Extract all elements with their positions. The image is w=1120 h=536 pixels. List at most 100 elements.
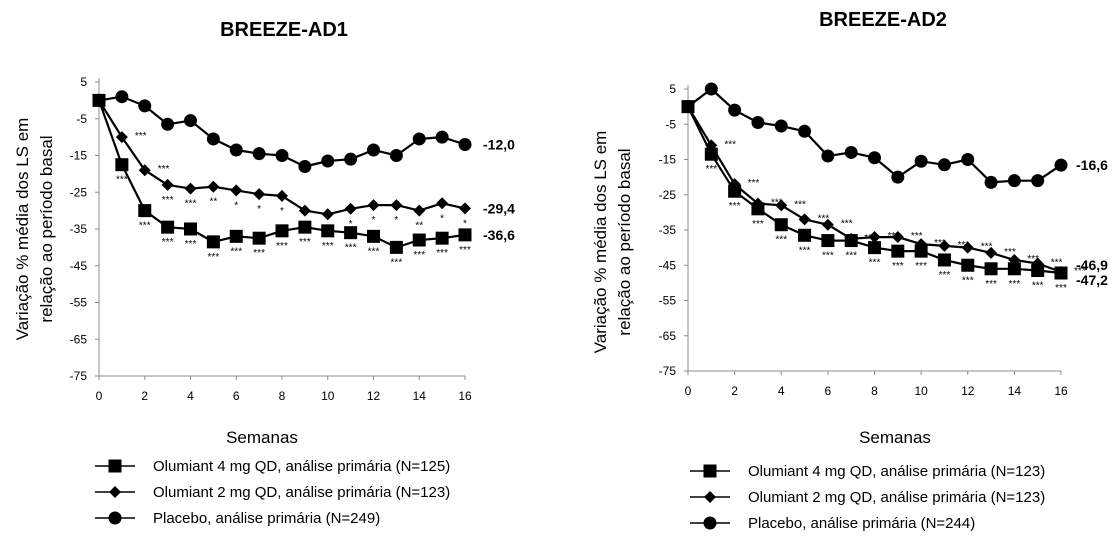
significance-label: *** <box>794 199 806 210</box>
legend-entry: Olumiant 4 mg QD, análise primária (N=12… <box>153 458 450 475</box>
x-tick-label: 2 <box>731 384 738 398</box>
data-point <box>961 241 974 254</box>
y-tick-label: -15 <box>70 149 88 163</box>
significance-label: *** <box>1032 281 1044 292</box>
data-point <box>184 182 197 195</box>
data-point <box>161 117 175 131</box>
data-point <box>161 178 174 191</box>
data-point <box>321 224 335 238</box>
data-point <box>138 204 152 218</box>
data-point <box>728 103 742 117</box>
significance-label: *** <box>162 237 174 248</box>
x-tick-label: 10 <box>321 389 335 403</box>
y-tick-label: -5 <box>76 112 87 126</box>
y-tick-label: -5 <box>665 117 676 131</box>
data-point <box>821 234 835 248</box>
significance-label: *** <box>345 243 357 254</box>
y-axis-label: Variação % média dos LS em <box>13 118 32 341</box>
data-point <box>161 220 175 234</box>
significance-label: *** <box>729 201 741 212</box>
significance-label: *** <box>1004 247 1016 258</box>
legend-entry: Placebo, análise primária (N=249) <box>153 510 380 527</box>
data-point <box>435 130 449 144</box>
end-value-label: -16,6 <box>1076 157 1108 173</box>
x-tick-label: 6 <box>233 389 240 403</box>
data-point <box>115 90 129 104</box>
data-point <box>367 143 380 157</box>
data-point <box>1007 174 1021 188</box>
y-tick-label: -35 <box>70 222 88 236</box>
data-point <box>937 158 951 172</box>
data-point <box>1031 174 1045 188</box>
significance-label: * <box>440 213 444 224</box>
data-point <box>412 132 426 146</box>
legend-marker <box>704 491 716 503</box>
chart-title: BREEZE-AD2 <box>819 9 947 31</box>
data-point <box>389 149 403 162</box>
data-point <box>937 253 951 267</box>
significance-label: *** <box>911 231 923 242</box>
significance-label: *** <box>1051 257 1063 268</box>
significance-label: *** <box>116 175 128 186</box>
data-point <box>367 199 380 212</box>
data-point <box>436 197 449 210</box>
legend-marker <box>109 486 121 498</box>
series-circle: -16,6 <box>681 82 1108 189</box>
significance-label: *** <box>892 261 904 272</box>
significance-label: *** <box>135 131 147 142</box>
significance-label: * <box>257 204 261 215</box>
data-point <box>798 124 812 138</box>
chart-panel-1: BREEZE-AD1 Variação % média dos LS em rela… <box>13 19 515 527</box>
y-tick-label: -65 <box>659 329 677 343</box>
data-point <box>276 189 288 202</box>
data-point <box>252 231 266 245</box>
data-point <box>184 222 197 236</box>
data-point <box>230 184 243 197</box>
x-tick-label: 14 <box>1008 384 1022 398</box>
data-point <box>413 204 426 217</box>
y-tick-label: 5 <box>80 75 87 89</box>
significance-label: ** <box>209 197 217 208</box>
data-point <box>728 184 742 198</box>
x-tick-label: 14 <box>413 389 427 403</box>
series-line <box>687 87 1062 184</box>
significance-label: *** <box>705 164 717 175</box>
data-point <box>344 152 358 166</box>
significance-label: *** <box>158 164 170 175</box>
x-tick-label: 0 <box>685 384 692 398</box>
data-point <box>938 239 951 252</box>
data-point <box>914 154 928 168</box>
series-circle: -12,0 <box>92 90 515 174</box>
y-tick-label: -55 <box>659 294 677 308</box>
significance-label: *** <box>748 178 760 189</box>
data-point <box>774 119 788 133</box>
significance-label: *** <box>981 242 993 253</box>
data-point <box>206 235 220 249</box>
chart-panel-2: BREEZE-AD2 Variação % média dos LS em rela… <box>591 9 1108 532</box>
legend-marker <box>108 459 122 473</box>
significance-label: *** <box>368 246 380 257</box>
data-point <box>344 226 358 240</box>
data-point <box>844 145 858 159</box>
legend-entry: Olumiant 2 mg QD, análise primária (N=12… <box>153 484 450 501</box>
data-point <box>206 132 220 146</box>
significance-label: *** <box>276 241 288 252</box>
x-tick-label: 12 <box>961 384 975 398</box>
y-tick-label: -25 <box>70 185 88 199</box>
data-point <box>751 202 765 216</box>
data-point <box>252 147 266 161</box>
data-point <box>412 233 426 247</box>
significance-label: *** <box>985 279 997 290</box>
data-point <box>704 82 718 96</box>
data-point <box>985 246 998 259</box>
data-point <box>275 224 289 238</box>
significance-label: *** <box>299 237 311 248</box>
data-point <box>458 137 472 151</box>
significance-label: *** <box>845 251 857 262</box>
legend-entry: Olumiant 4 mg QD, análise primária (N=12… <box>748 463 1045 480</box>
significance-label: *** <box>185 199 197 210</box>
y-tick-label: -35 <box>659 223 677 237</box>
data-point <box>844 234 858 248</box>
x-axis-label: Semanas <box>859 428 931 447</box>
data-point <box>1054 158 1068 172</box>
